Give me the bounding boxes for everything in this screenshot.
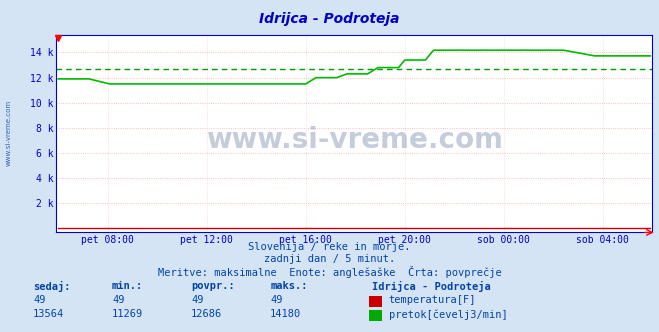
Text: 49: 49 — [270, 295, 283, 305]
Text: Slovenija / reke in morje.: Slovenija / reke in morje. — [248, 242, 411, 252]
Text: 14180: 14180 — [270, 309, 301, 319]
Text: min.:: min.: — [112, 281, 143, 290]
Text: 49: 49 — [33, 295, 45, 305]
Text: Meritve: maksimalne  Enote: anglešaške  Črta: povprečje: Meritve: maksimalne Enote: anglešaške Čr… — [158, 266, 501, 278]
Text: 49: 49 — [112, 295, 125, 305]
Text: 49: 49 — [191, 295, 204, 305]
Text: temperatura[F]: temperatura[F] — [389, 295, 476, 305]
Text: zadnji dan / 5 minut.: zadnji dan / 5 minut. — [264, 254, 395, 264]
Text: 13564: 13564 — [33, 309, 64, 319]
Text: 12686: 12686 — [191, 309, 222, 319]
Text: 11269: 11269 — [112, 309, 143, 319]
Text: Idrijca - Podroteja: Idrijca - Podroteja — [372, 281, 491, 291]
Text: povpr.:: povpr.: — [191, 281, 235, 290]
Text: maks.:: maks.: — [270, 281, 308, 290]
Text: www.si-vreme.com: www.si-vreme.com — [5, 100, 11, 166]
Text: pretok[čevelj3/min]: pretok[čevelj3/min] — [389, 309, 507, 320]
Text: Idrijca - Podroteja: Idrijca - Podroteja — [259, 12, 400, 26]
Text: www.si-vreme.com: www.si-vreme.com — [206, 125, 503, 154]
Text: sedaj:: sedaj: — [33, 281, 71, 291]
